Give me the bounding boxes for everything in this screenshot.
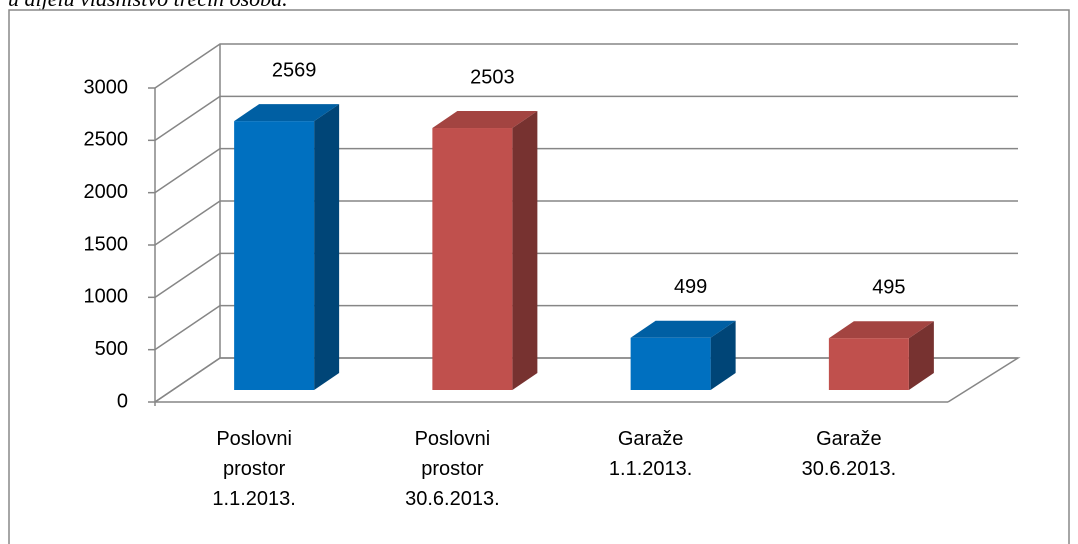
bar-top	[234, 104, 340, 122]
x-tick-label: Poslovni prostor 1.1.2013.	[212, 428, 295, 510]
data-label: 499	[674, 276, 707, 298]
bar-side	[710, 320, 736, 390]
x-tick-label: Garaže 30.6.2013.	[802, 428, 897, 480]
y-tick-label: 2500	[84, 129, 129, 151]
grid-line	[154, 95, 1018, 141]
data-label: 2503	[470, 66, 515, 88]
grid-line	[154, 43, 1018, 89]
bar-side	[908, 321, 934, 390]
grid-line	[154, 357, 1018, 403]
y-tick-label: 0	[117, 390, 128, 412]
bar-top	[630, 320, 736, 338]
bar	[630, 320, 736, 390]
y-tick-label: 2000	[84, 181, 129, 203]
grid-line	[154, 304, 1018, 351]
bar	[828, 321, 934, 390]
bar-front	[234, 121, 315, 391]
bar-side	[314, 104, 340, 391]
grid-line	[154, 200, 1018, 246]
chart-frame	[8, 9, 1070, 544]
y-tick-label: 3000	[84, 76, 129, 98]
bar	[432, 111, 538, 390]
grid-line	[154, 252, 1018, 298]
bar-top	[432, 111, 538, 129]
data-label: 495	[872, 276, 905, 298]
bar	[234, 104, 340, 391]
data-label: 2569	[272, 59, 317, 81]
y-tick-label: 1500	[84, 233, 129, 255]
header-text: u dijelu vlasništvo trećih osoba.	[8, 0, 288, 11]
grid-line	[154, 147, 1018, 194]
bar-front	[630, 337, 711, 390]
y-tick-label: 1000	[84, 286, 129, 308]
bar-front	[828, 338, 909, 390]
bar-front	[432, 128, 513, 390]
bar-side	[512, 111, 538, 390]
x-tick-label: Poslovni prostor 30.6.2013.	[405, 428, 500, 510]
y-tick-label: 500	[95, 338, 128, 360]
bar-top	[828, 321, 934, 339]
x-tick-label: Garaže 1.1.2013.	[609, 428, 692, 480]
